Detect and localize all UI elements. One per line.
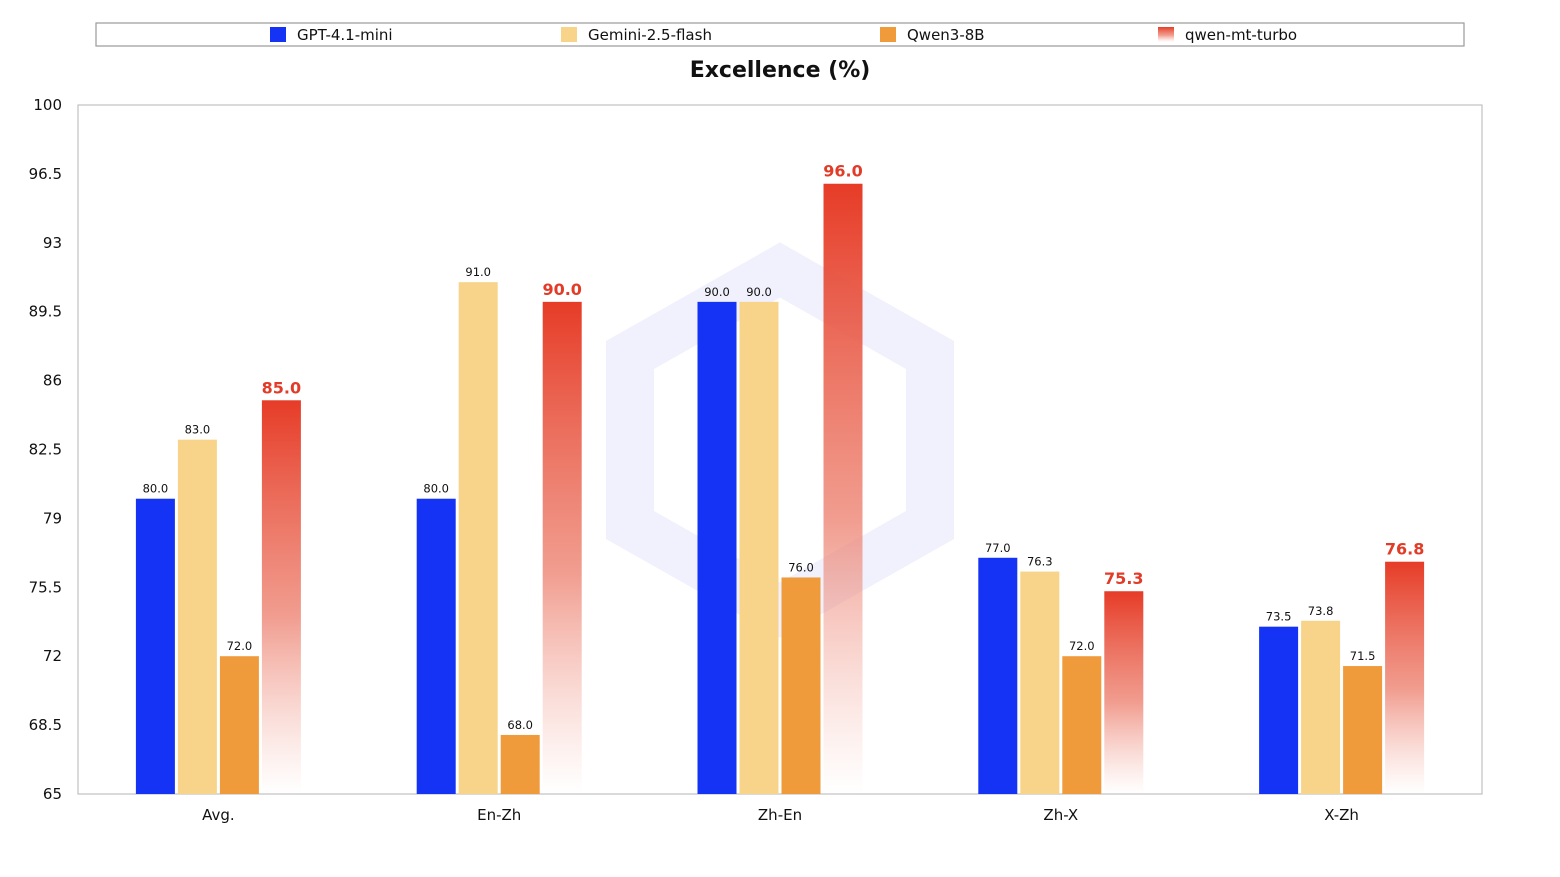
data-label: 85.0 xyxy=(262,378,301,397)
y-tick-label: 79 xyxy=(43,509,62,527)
y-tick-label: 72 xyxy=(43,647,62,665)
bar-3-1 xyxy=(219,656,259,794)
legend-frame xyxy=(95,22,1465,47)
plot-area-frame xyxy=(77,104,1483,795)
data-label: 76.0 xyxy=(788,560,814,574)
data-label: 91.0 xyxy=(465,265,491,279)
legend-label-3: Qwen3-8B xyxy=(907,26,985,44)
data-label: 96.0 xyxy=(823,162,862,181)
bar-1-5 xyxy=(1259,626,1299,794)
bar-3-4 xyxy=(1062,656,1102,794)
y-tick-label: 68.5 xyxy=(29,716,62,734)
data-label: 72.0 xyxy=(1069,639,1095,653)
legend-swatch-1 xyxy=(270,27,286,42)
y-axis: 65 68.5 72 75.5 79 82.5 86 89.5 93 96.5 100 xyxy=(29,96,62,803)
bar-1-4 xyxy=(978,557,1018,794)
y-tick-label: 89.5 xyxy=(29,303,62,321)
data-label: 90.0 xyxy=(746,285,772,299)
data-label: 75.3 xyxy=(1104,569,1143,588)
data-labels-group: 80.0 83.0 72.0 85.0 80.0 91.0 68.0 90.0 90.0 90.0… xyxy=(143,162,1425,732)
legend-label-4: qwen-mt-turbo xyxy=(1185,26,1297,44)
data-label: 72.0 xyxy=(227,639,253,653)
legend-label-2: Gemini-2.5-flash xyxy=(588,26,712,44)
data-label: 73.8 xyxy=(1308,604,1334,618)
bar-1-3 xyxy=(697,301,737,794)
data-label: 90.0 xyxy=(542,280,581,299)
data-label: 77.0 xyxy=(985,541,1011,555)
x-tick-label: X-Zh xyxy=(1324,806,1359,824)
bar-3-2 xyxy=(500,734,540,794)
bar-4-3 xyxy=(823,183,863,794)
y-tick-label: 86 xyxy=(43,372,62,390)
legend-swatch-3 xyxy=(880,27,896,42)
bar-3-3 xyxy=(781,577,821,794)
y-tick-label: 96.5 xyxy=(29,165,62,183)
bar-2-5 xyxy=(1301,620,1341,794)
bar-4-4 xyxy=(1104,591,1144,794)
bars-group xyxy=(135,183,1425,794)
x-tick-label: Zh-En xyxy=(758,806,802,824)
chart-title: Excellence (%) xyxy=(690,58,871,83)
y-tick-label: 65 xyxy=(43,785,62,803)
bar-1-2 xyxy=(416,498,456,794)
data-label: 83.0 xyxy=(185,423,211,437)
data-label: 80.0 xyxy=(143,482,169,496)
bar-4-5 xyxy=(1385,561,1425,794)
legend-swatch-4 xyxy=(1158,27,1174,42)
bar-4-2 xyxy=(542,301,582,794)
bar-4-1 xyxy=(261,400,301,794)
legend: GPT-4.1-mini Gemini-2.5-flash Qwen3-8B qwen… xyxy=(95,22,1465,47)
x-tick-label: En-Zh xyxy=(477,806,521,824)
data-label: 76.8 xyxy=(1385,540,1424,559)
x-tick-label: Avg. xyxy=(202,806,235,824)
data-label: 80.0 xyxy=(423,482,449,496)
data-label: 90.0 xyxy=(704,285,730,299)
y-tick-label: 82.5 xyxy=(29,441,62,459)
y-tick-label: 75.5 xyxy=(29,578,62,596)
bar-2-1 xyxy=(177,439,217,794)
bar-1-1 xyxy=(135,498,175,794)
legend-label-1: GPT-4.1-mini xyxy=(297,26,393,44)
bar-2-4 xyxy=(1020,571,1060,794)
watermark-logo xyxy=(606,242,954,638)
legend-swatch-2 xyxy=(561,27,577,42)
bar-2-3 xyxy=(739,301,779,794)
data-label: 73.5 xyxy=(1266,610,1292,624)
bar-2-2 xyxy=(458,282,498,794)
bar-3-5 xyxy=(1343,666,1383,794)
y-tick-label: 100 xyxy=(33,96,62,114)
data-label: 71.5 xyxy=(1350,649,1376,663)
data-label: 68.0 xyxy=(507,718,533,732)
y-tick-label: 93 xyxy=(43,234,62,252)
x-tick-label: Zh-X xyxy=(1043,806,1078,824)
data-label: 76.3 xyxy=(1027,555,1053,569)
x-axis: Avg. En-Zh Zh-En Zh-X X-Zh xyxy=(202,806,1359,824)
